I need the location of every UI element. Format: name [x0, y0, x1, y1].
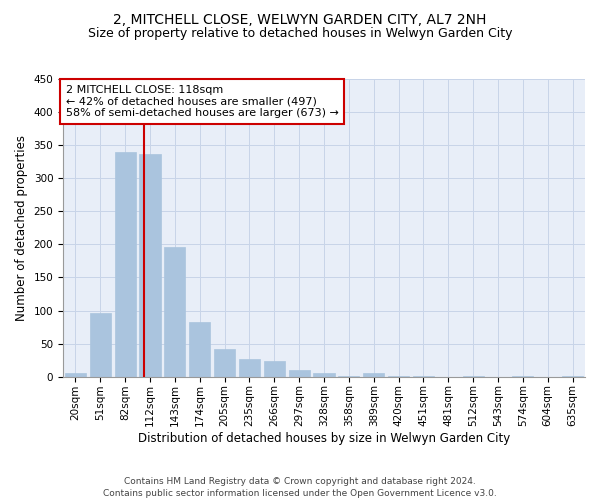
Bar	[115, 152, 136, 376]
Text: 2, MITCHELL CLOSE, WELWYN GARDEN CITY, AL7 2NH: 2, MITCHELL CLOSE, WELWYN GARDEN CITY, A…	[113, 12, 487, 26]
Bar	[363, 374, 384, 376]
Bar	[90, 312, 111, 376]
Bar	[289, 370, 310, 376]
Bar	[65, 374, 86, 376]
Bar	[189, 322, 210, 376]
Y-axis label: Number of detached properties: Number of detached properties	[15, 135, 28, 321]
Bar	[313, 372, 335, 376]
Bar	[164, 247, 185, 376]
Bar	[139, 154, 161, 376]
Text: 2 MITCHELL CLOSE: 118sqm
← 42% of detached houses are smaller (497)
58% of semi-: 2 MITCHELL CLOSE: 118sqm ← 42% of detach…	[65, 85, 338, 118]
X-axis label: Distribution of detached houses by size in Welwyn Garden City: Distribution of detached houses by size …	[138, 432, 510, 445]
Bar	[239, 360, 260, 376]
Bar	[214, 349, 235, 376]
Bar	[264, 361, 285, 376]
Text: Contains HM Land Registry data © Crown copyright and database right 2024.
Contai: Contains HM Land Registry data © Crown c…	[103, 476, 497, 498]
Text: Size of property relative to detached houses in Welwyn Garden City: Size of property relative to detached ho…	[88, 28, 512, 40]
